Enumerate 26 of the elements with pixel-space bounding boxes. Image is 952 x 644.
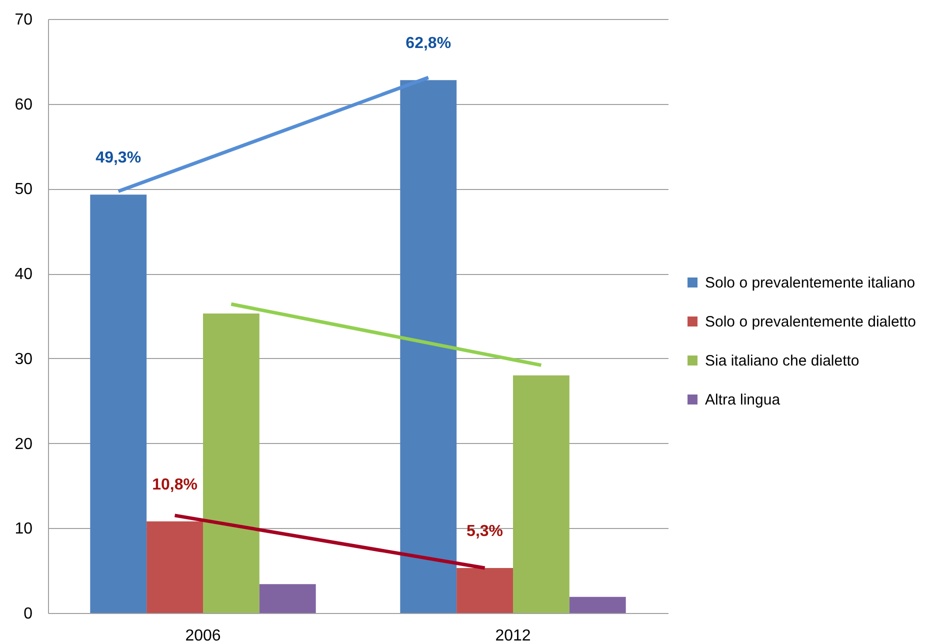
y-tick-label: 70 — [14, 12, 33, 28]
legend-label: Altra lingua — [705, 392, 781, 408]
y-tick-label: 0 — [24, 606, 33, 622]
bar — [400, 80, 457, 613]
bar — [203, 313, 260, 613]
bar — [513, 375, 570, 613]
legend-label: Sia italiano che dialetto — [705, 352, 860, 370]
bar — [146, 521, 203, 613]
data-label: 49,3% — [96, 150, 142, 167]
data-label: 62,8% — [406, 35, 452, 52]
bar — [456, 568, 513, 613]
data-label: 10,8% — [152, 476, 198, 494]
y-tick-label: 10 — [14, 520, 33, 538]
y-tick-label: 60 — [14, 96, 33, 114]
x-tick-label: 2012 — [495, 628, 531, 644]
bar — [259, 584, 316, 613]
data-label: 5,3% — [466, 523, 504, 540]
x-tick-label: 2006 — [185, 628, 221, 644]
y-tick-label: 20 — [14, 436, 33, 453]
y-tick-label: 50 — [14, 181, 33, 198]
legend-label: Solo o prevalentemente dialetto — [705, 314, 916, 330]
legend-label: Solo o prevalentemente italiano — [705, 274, 916, 292]
bar — [569, 596, 626, 613]
y-tick-label: 40 — [14, 266, 33, 284]
bar — [90, 194, 147, 613]
y-tick-label: 30 — [14, 350, 33, 368]
